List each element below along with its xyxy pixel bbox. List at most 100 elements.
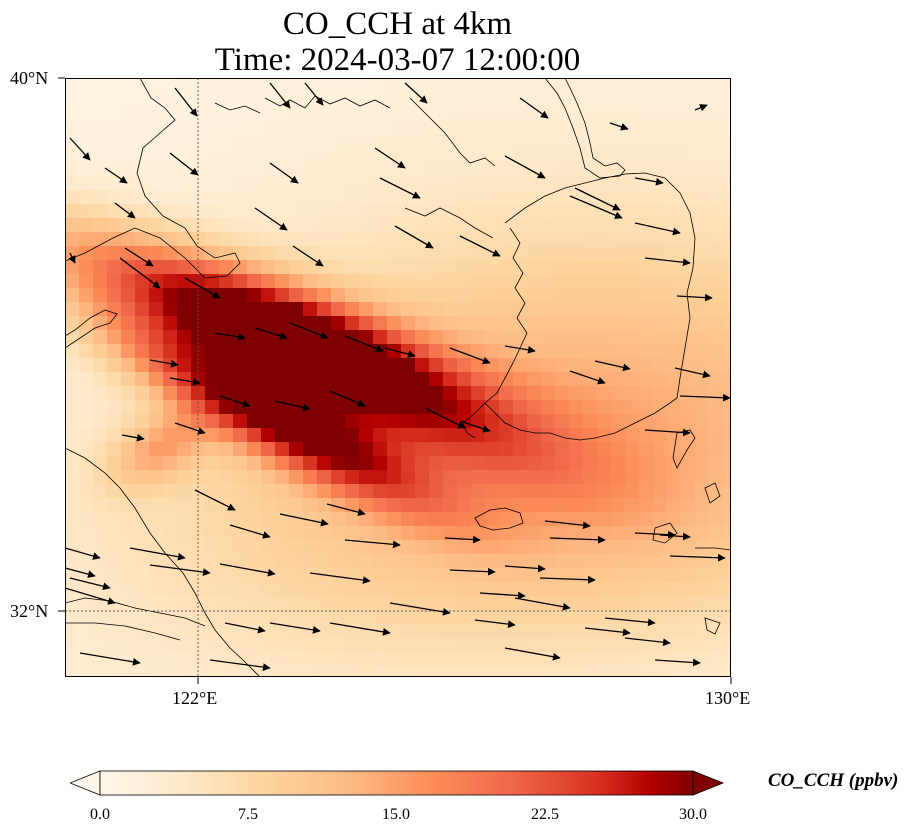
field-cell — [247, 638, 262, 653]
field-cell — [359, 274, 374, 289]
field-cell — [149, 568, 164, 583]
field-cell — [625, 456, 640, 471]
field-cell — [429, 218, 444, 233]
field-cell — [695, 596, 710, 611]
field-cell — [569, 344, 584, 359]
field-cell — [359, 638, 374, 653]
field-cell — [373, 582, 388, 597]
field-cell — [583, 638, 598, 653]
field-cell — [247, 302, 262, 317]
field-cell — [541, 120, 556, 135]
field-cell — [79, 554, 94, 569]
field-cell — [107, 372, 122, 387]
field-cell — [219, 344, 234, 359]
field-cell — [219, 540, 234, 555]
field-cell — [695, 232, 710, 247]
field-cell — [317, 246, 332, 261]
field-cell — [527, 624, 542, 639]
field-cell — [359, 330, 374, 345]
field-cell — [233, 106, 248, 121]
field-cell — [135, 470, 150, 485]
wind-vector — [624, 637, 671, 647]
field-cell — [387, 372, 402, 387]
field-cell — [723, 344, 731, 359]
field-cell — [429, 428, 444, 443]
field-cell — [275, 624, 290, 639]
field-cell — [443, 358, 458, 373]
field-cell — [639, 106, 654, 121]
field-cell — [527, 666, 542, 677]
field-cell — [429, 106, 444, 121]
field-cell — [457, 120, 472, 135]
field-cell — [373, 652, 388, 667]
field-cell — [205, 526, 220, 541]
field-cell — [625, 540, 640, 555]
field-cell — [387, 386, 402, 401]
field-cell — [261, 372, 276, 387]
wind-vector — [65, 547, 101, 560]
field-cell — [401, 624, 416, 639]
field-cell — [177, 358, 192, 373]
field-cell — [79, 456, 94, 471]
field-cell — [149, 428, 164, 443]
field-cell — [219, 78, 234, 93]
field-cell — [205, 596, 220, 611]
field-cell — [93, 414, 108, 429]
field-cell — [541, 484, 556, 499]
field-cell — [289, 190, 304, 205]
field-cell — [695, 134, 710, 149]
field-cell — [429, 582, 444, 597]
field-cell — [261, 120, 276, 135]
field-cell — [471, 386, 486, 401]
field-cell — [681, 414, 696, 429]
field-cell — [723, 204, 731, 219]
field-cell — [555, 386, 570, 401]
field-cell — [695, 120, 710, 135]
field-cell — [65, 218, 80, 233]
field-cell — [345, 470, 360, 485]
field-cell — [513, 568, 528, 583]
field-cell — [653, 92, 668, 107]
field-cell — [499, 666, 514, 677]
field-cell — [205, 358, 220, 373]
field-cell — [163, 610, 178, 625]
field-cell — [163, 666, 178, 677]
field-cell — [485, 456, 500, 471]
wind-vector — [519, 97, 549, 119]
field-cell — [205, 512, 220, 527]
field-cell — [65, 302, 80, 317]
field-cell — [149, 456, 164, 471]
wind-vector — [224, 622, 266, 634]
wind-vector — [459, 235, 501, 257]
field-cell — [653, 162, 668, 177]
field-cell — [401, 652, 416, 667]
field-cell — [401, 512, 416, 527]
field-cell — [205, 498, 220, 513]
field-cell — [569, 204, 584, 219]
field-cell — [65, 358, 80, 373]
field-cell — [457, 456, 472, 471]
field-cell — [443, 400, 458, 415]
field-cell — [121, 470, 136, 485]
field-cell — [149, 148, 164, 163]
field-cell — [485, 582, 500, 597]
field-cell — [695, 428, 710, 443]
field-cell — [359, 372, 374, 387]
field-cell — [149, 106, 164, 121]
field-cell — [121, 652, 136, 667]
field-cell — [135, 666, 150, 677]
field-cell — [121, 568, 136, 583]
field-cell — [485, 92, 500, 107]
field-cell — [177, 372, 192, 387]
colorbar-extend-high — [692, 770, 725, 796]
field-cell — [709, 232, 724, 247]
field-cell — [415, 162, 430, 177]
field-cell — [471, 484, 486, 499]
field-cell — [233, 176, 248, 191]
field-cell — [625, 246, 640, 261]
wind-vector — [514, 597, 571, 611]
field-cell — [359, 428, 374, 443]
field-cell — [219, 582, 234, 597]
field-cell — [513, 442, 528, 457]
field-cell — [499, 554, 514, 569]
